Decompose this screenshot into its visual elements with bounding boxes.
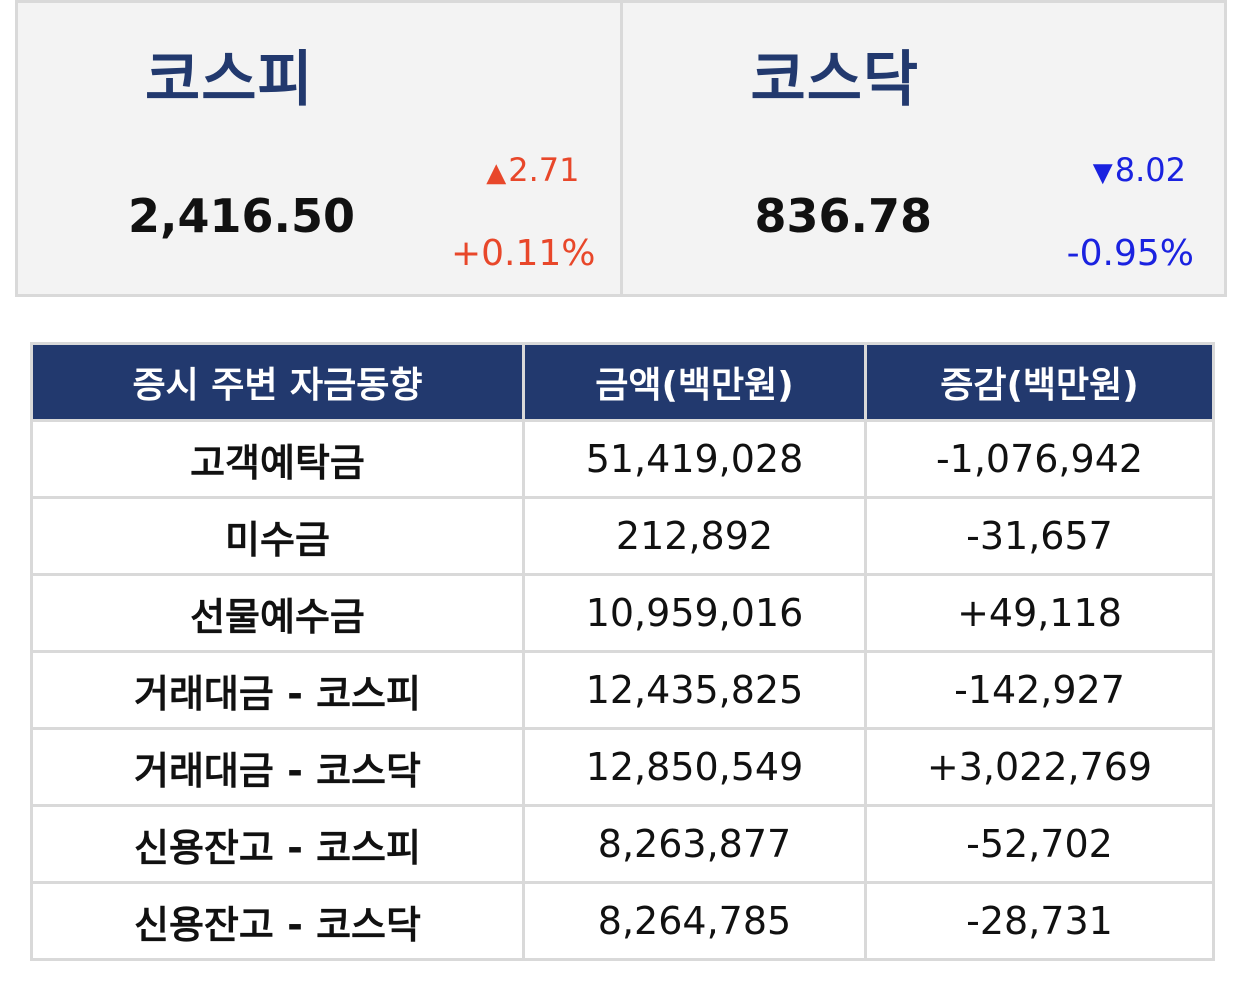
down-arrow-icon: ▼ — [1092, 158, 1113, 188]
header-change: 증감(백만원) — [864, 342, 1215, 422]
row-label: 미수금 — [30, 496, 525, 576]
row-amount: 212,892 — [522, 496, 867, 576]
kospi-value: 2,416.50 — [128, 189, 355, 243]
header-category: 증시 주변 자금동향 — [30, 342, 525, 422]
table-row: 거래대금 - 코스닥 12,850,549 +3,022,769 — [30, 727, 1215, 807]
kosdaq-card: 코스닥 836.78 ▼8.02 -0.95% — [623, 3, 1225, 294]
row-change: +3,022,769 — [864, 727, 1215, 807]
row-amount: 51,419,028 — [522, 419, 867, 499]
kospi-card: 코스피 2,416.50 ▲2.71 +0.11% — [18, 3, 623, 294]
table-row: 신용잔고 - 코스닥 8,264,785 -28,731 — [30, 881, 1215, 961]
header-amount: 금액(백만원) — [522, 342, 867, 422]
kosdaq-change-value: 8.02 — [1114, 151, 1186, 189]
row-amount: 12,435,825 — [522, 650, 867, 730]
row-amount: 12,850,549 — [522, 727, 867, 807]
row-label: 고객예탁금 — [30, 419, 525, 499]
row-change: +49,118 — [864, 573, 1215, 653]
row-label: 거래대금 - 코스닥 — [30, 727, 525, 807]
row-amount: 10,959,016 — [522, 573, 867, 653]
table-row: 미수금 212,892 -31,657 — [30, 496, 1215, 576]
row-change: -31,657 — [864, 496, 1215, 576]
table-row: 신용잔고 - 코스피 8,263,877 -52,702 — [30, 804, 1215, 884]
row-amount: 8,264,785 — [522, 881, 867, 961]
table-row: 거래대금 - 코스피 12,435,825 -142,927 — [30, 650, 1215, 730]
table-row: 고객예탁금 51,419,028 -1,076,942 — [30, 419, 1215, 499]
row-change: -142,927 — [864, 650, 1215, 730]
kosdaq-name: 코스닥 — [750, 45, 920, 115]
up-arrow-icon: ▲ — [486, 158, 507, 188]
row-change: -28,731 — [864, 881, 1215, 961]
row-label: 신용잔고 - 코스피 — [30, 804, 525, 884]
kosdaq-change: ▼8.02 — [1093, 151, 1186, 189]
row-amount: 8,263,877 — [522, 804, 867, 884]
table-header-row: 증시 주변 자금동향 금액(백만원) 증감(백만원) — [30, 342, 1215, 422]
kospi-change-value: 2.71 — [508, 151, 580, 189]
row-label: 선물예수금 — [30, 573, 525, 653]
row-label: 거래대금 - 코스피 — [30, 650, 525, 730]
market-indices-panel: 코스피 2,416.50 ▲2.71 +0.11% 코스닥 836.78 ▼8.… — [15, 0, 1227, 297]
kospi-change-percent: +0.11% — [450, 233, 596, 274]
kosdaq-change-percent: -0.95% — [1066, 233, 1194, 274]
kospi-change: ▲2.71 — [486, 151, 579, 189]
kospi-name: 코스피 — [145, 45, 314, 115]
table-row: 선물예수금 10,959,016 +49,118 — [30, 573, 1215, 653]
kosdaq-value: 836.78 — [754, 189, 933, 243]
fund-flow-table: 증시 주변 자금동향 금액(백만원) 증감(백만원) 고객예탁금 51,419,… — [30, 342, 1215, 961]
row-change: -52,702 — [864, 804, 1215, 884]
row-label: 신용잔고 - 코스닥 — [30, 881, 525, 961]
row-change: -1,076,942 — [864, 419, 1215, 499]
